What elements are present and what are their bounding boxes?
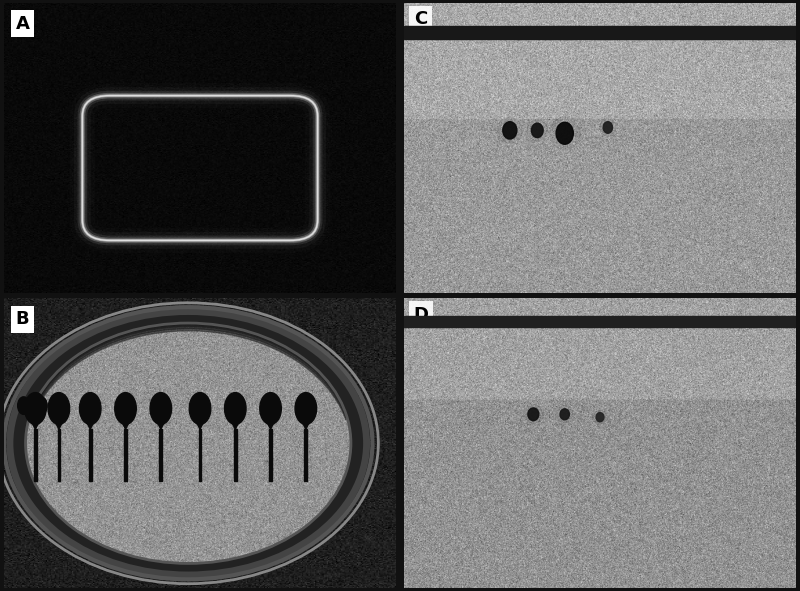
Polygon shape [158,423,164,429]
Ellipse shape [596,413,604,422]
Bar [404,316,796,327]
Ellipse shape [603,122,613,134]
Ellipse shape [295,392,317,424]
Bar [124,429,127,481]
Ellipse shape [114,392,136,424]
Ellipse shape [150,392,171,424]
Polygon shape [87,423,94,429]
Text: A: A [16,15,30,33]
Bar [234,429,237,481]
Ellipse shape [190,392,210,424]
Circle shape [10,311,366,575]
Ellipse shape [528,408,539,421]
Ellipse shape [593,410,607,424]
Bar [34,429,37,481]
Ellipse shape [502,122,517,139]
Ellipse shape [556,122,574,144]
Ellipse shape [35,397,47,414]
Polygon shape [32,423,38,429]
Bar [58,429,60,481]
Polygon shape [232,423,238,429]
Ellipse shape [225,392,246,424]
Ellipse shape [524,405,543,424]
Polygon shape [302,423,309,429]
Ellipse shape [79,392,101,424]
Text: B: B [16,310,30,328]
Polygon shape [267,423,274,429]
Ellipse shape [25,392,46,424]
Ellipse shape [557,406,573,423]
Bar [159,429,162,481]
Text: C: C [414,10,427,28]
Ellipse shape [18,397,30,414]
Polygon shape [197,423,203,429]
Ellipse shape [560,409,570,420]
Bar [198,429,202,481]
Ellipse shape [260,392,282,424]
Bar [89,429,92,481]
Ellipse shape [48,392,70,424]
Ellipse shape [550,117,580,150]
Bar [305,429,307,481]
Bar [269,429,272,481]
Ellipse shape [527,119,547,141]
Text: D: D [414,306,429,324]
Polygon shape [122,423,129,429]
Ellipse shape [531,123,543,138]
Polygon shape [56,423,62,429]
Ellipse shape [600,119,616,136]
Ellipse shape [498,118,522,144]
Bar [404,26,796,39]
